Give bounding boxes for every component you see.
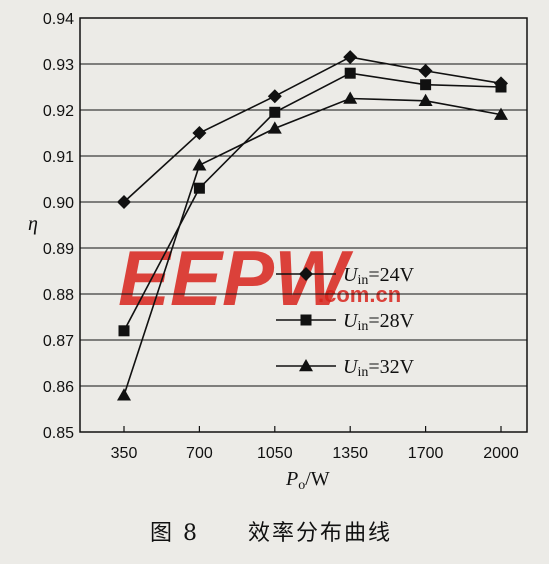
gridlines: [80, 17, 527, 433]
y-tick-label: 0.88: [43, 287, 74, 304]
data-point-diamond: [267, 89, 282, 104]
x-axis-ticks: 350 700 1050 1350 1700 2000: [111, 426, 519, 462]
y-tick-label: 0.86: [43, 379, 74, 396]
x-axis-label: Po/W: [285, 468, 330, 493]
x-tick-label: 700: [186, 445, 213, 462]
x-tick-label: 1700: [408, 445, 444, 462]
legend-entry: Uin=32V: [276, 356, 415, 380]
x-axis-label-sub: o: [298, 478, 305, 493]
data-point-triangle: [494, 107, 508, 120]
series-line: [123, 56, 502, 203]
y-tick-label: 0.92: [43, 103, 74, 120]
data-point-triangle: [117, 388, 131, 401]
legend: Uin=24V Uin=28V Uin=32V: [276, 264, 415, 380]
data-point-square: [193, 182, 205, 194]
series-diamond: [117, 50, 508, 209]
legend-marker-square: [300, 314, 312, 326]
y-tick-label: 0.85: [43, 425, 74, 442]
plot-area-frame: [79, 17, 528, 433]
legend-label: Uin=28V: [343, 310, 415, 334]
x-tick-label: 350: [111, 445, 138, 462]
x-tick-label: 1050: [257, 445, 293, 462]
x-tick-label: 2000: [483, 445, 519, 462]
data-point-triangle: [267, 121, 282, 134]
data-point-square: [495, 81, 507, 93]
series-layer: [117, 50, 508, 401]
figure-caption: 效率分布曲线: [248, 521, 392, 546]
data-point-diamond: [117, 195, 131, 209]
legend-label: Uin=32V: [343, 356, 415, 380]
y-axis-ticks: 0.85 0.86 0.87 0.88 0.89 0.90 0.91 0.92 0.93 0.94: [43, 11, 74, 442]
y-tick-label: 0.87: [43, 333, 74, 350]
data-point-square: [344, 67, 356, 79]
y-axis-label: η: [28, 213, 38, 235]
data-point-diamond: [192, 126, 207, 140]
y-tick-label: 0.91: [43, 149, 74, 166]
data-point-square: [420, 79, 432, 91]
data-point-square: [118, 325, 130, 337]
y-tick-label: 0.90: [43, 195, 74, 212]
y-tick-label: 0.89: [43, 241, 74, 258]
watermark-logo: EEPW: [118, 234, 354, 322]
series-square: [118, 67, 507, 337]
series-line: [123, 97, 502, 396]
x-axis-label-unit: /W: [305, 468, 330, 490]
legend-marker-triangle: [299, 359, 313, 372]
y-tick-label: 0.93: [43, 57, 74, 74]
data-point-triangle: [343, 91, 358, 104]
data-point-square: [269, 106, 281, 118]
data-point-triangle: [192, 158, 207, 171]
legend-entry: Uin=28V: [276, 310, 415, 334]
data-point-triangle: [418, 93, 433, 107]
series-triangle: [117, 91, 508, 401]
series-line: [123, 72, 502, 332]
data-point-diamond: [418, 63, 433, 78]
x-tick-label: 1350: [332, 445, 368, 462]
y-tick-label: 0.94: [43, 11, 74, 28]
legend-entry: Uin=24V: [276, 264, 415, 288]
x-axis-label-main: P: [285, 468, 298, 490]
legend-marker-diamond: [299, 267, 313, 281]
figure-number: 图 8: [150, 521, 199, 546]
legend-label: Uin=24V: [343, 264, 415, 288]
data-point-diamond: [343, 50, 358, 65]
